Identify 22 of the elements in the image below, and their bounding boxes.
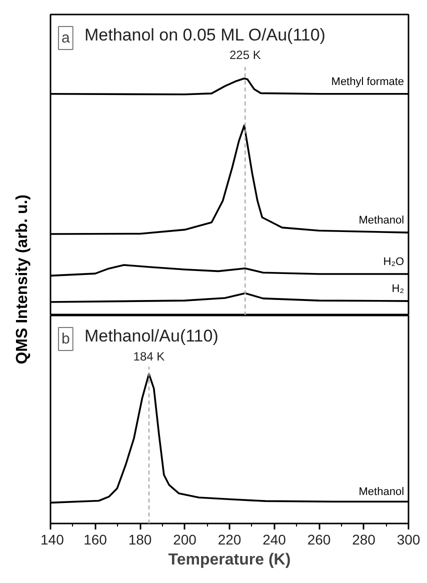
- x-tick-label: 140: [40, 532, 64, 548]
- x-tick-label: 260: [307, 532, 331, 548]
- series-label: H₂: [392, 283, 404, 296]
- y-axis-title: QMS Intensity (arb. u.): [14, 194, 31, 364]
- text: a: [62, 30, 70, 46]
- x-tick-label: 240: [262, 532, 286, 548]
- chart-title: Methanol on 0.05 ML O/Au(110): [84, 26, 326, 44]
- x-tick-label: 300: [396, 532, 420, 548]
- x-tick-label: 160: [84, 532, 108, 548]
- series-label: Methanol: [358, 214, 404, 227]
- series-label: Methyl formate: [331, 76, 404, 88]
- chart-title: Methanol/Au(110): [84, 326, 218, 346]
- text: b: [62, 330, 70, 348]
- ref-line-label: 184 K: [133, 349, 165, 364]
- series-label: Methanol: [358, 486, 404, 498]
- x-tick-label: 200: [173, 532, 197, 548]
- x-tick-label: 280: [352, 532, 376, 548]
- series-label: H₂O: [383, 256, 404, 268]
- x-axis-title: Temperature (K): [168, 552, 291, 568]
- x-tick-label: 220: [218, 532, 242, 548]
- ref-line-label: 225 K: [229, 48, 261, 62]
- x-tick-label: 180: [128, 532, 152, 548]
